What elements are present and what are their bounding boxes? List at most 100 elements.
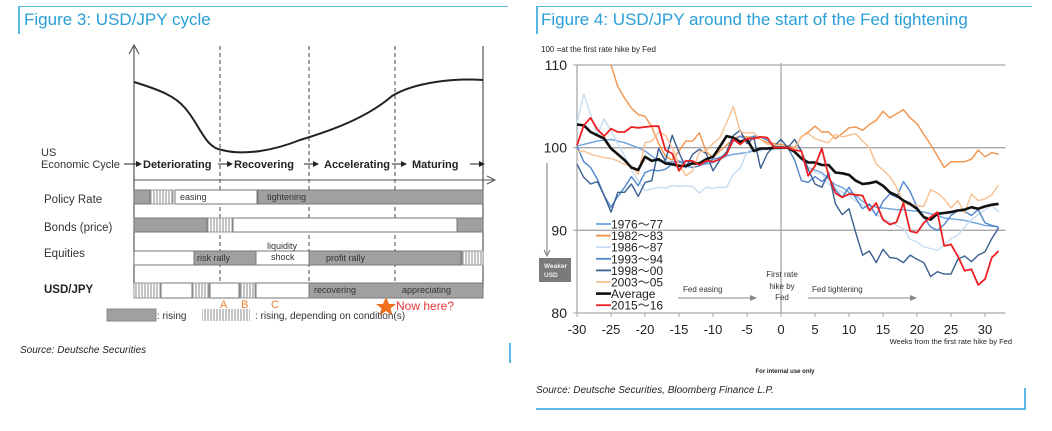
marker-a: A	[220, 299, 228, 311]
x-tick-label: 20	[910, 322, 924, 337]
diagram-x-axis-arrow	[486, 175, 497, 185]
equities-shock-label: shock	[271, 252, 295, 262]
policy-rate-hatched-bar	[150, 189, 174, 205]
legend-rising-swatch	[106, 308, 157, 322]
usdjpy-flat-bar-1	[160, 282, 193, 299]
figure3-title: Figure 3: USD/JPY cycle	[24, 10, 211, 29]
legend-label: 2003～05	[611, 276, 663, 290]
x-tick-label: -10	[704, 322, 723, 337]
equities-liquidity-label: liquidity	[267, 241, 298, 251]
legend-conditional-label: : rising, depending on condition(s)	[255, 311, 405, 322]
x-tick-label: -15	[670, 322, 689, 337]
x-tick-label: -30	[568, 322, 587, 337]
chart-base-note: 100 =at the first rate hike by Fed	[541, 45, 656, 54]
economic-cycle-label: Economic Cycle	[41, 159, 120, 171]
series-line-2015-16	[576, 117, 1000, 286]
usd-jpy-cycle-diagram: US Economic Cycle Deteriorating Recoveri…	[41, 43, 497, 322]
series-line-average	[576, 123, 999, 221]
legend-label: 2015～16	[611, 299, 663, 313]
bonds-hatched-bar	[207, 217, 233, 233]
legend-label: 1986～87	[611, 241, 663, 255]
fed-tightening-arrowhead-icon	[910, 295, 917, 301]
usdjpy-recovering-label: recovering	[314, 285, 356, 295]
x-tick-label: 15	[876, 322, 890, 337]
footer-note: For internal use only	[755, 369, 815, 375]
fed-tightening-label: Fed tightening	[812, 285, 863, 294]
first-hike-label-3: Fed	[775, 293, 789, 302]
now-here-star-icon	[376, 297, 396, 316]
fed-easing-arrowhead-icon	[750, 295, 757, 301]
y-tick-label: 100	[544, 140, 568, 156]
figure3-title-rule-left	[18, 6, 20, 34]
economic-cycle-label-us: US	[41, 147, 56, 159]
row-label-bonds: Bonds (price)	[44, 222, 113, 234]
policy-rate-rising-bar	[133, 189, 151, 205]
x-tick-label: 10	[842, 322, 856, 337]
usdjpy-hatched-bar-3	[239, 282, 256, 299]
equities-risk-rally-label: risk rally	[197, 253, 230, 263]
policy-rate-tightening-label: tightening	[267, 192, 306, 202]
policy-rate-easing-label: easing	[180, 192, 207, 202]
figure3-frame-right	[509, 343, 511, 363]
phase-maturing: Maturing	[412, 159, 458, 171]
weaker-usd-arrowhead-icon	[543, 249, 551, 258]
phase-recovering: Recovering	[234, 159, 294, 171]
x-tick-label: -25	[602, 322, 621, 337]
policy-rate-easing-bar	[174, 189, 258, 205]
row-label-usdjpy: USD/JPY	[44, 284, 94, 296]
usdjpy-recovering-bar	[308, 282, 484, 299]
phase-accelerating: Accelerating	[324, 159, 390, 171]
figure4-source: Source: Deutsche Securities, Bloomberg F…	[536, 385, 774, 396]
x-tick-label: 25	[944, 322, 958, 337]
usdjpy-hatched-bar-2	[192, 282, 210, 299]
figure4-frame-right	[1024, 388, 1026, 408]
marker-c: C	[271, 299, 279, 311]
legend-label: 1982～83	[611, 229, 663, 243]
series-line-2003-05	[576, 105, 1000, 214]
x-tick-label: -20	[636, 322, 655, 337]
equities-hatched-bar	[461, 250, 484, 266]
usdjpy-hatched-bar-1	[133, 282, 161, 299]
y-tick-label: 110	[545, 57, 568, 73]
legend-label: 1976～77	[611, 218, 663, 232]
weaker-usd-label-1: Weaker	[544, 263, 567, 270]
legend-rising-label: : rising	[157, 311, 186, 322]
legend-conditional-swatch	[202, 309, 250, 321]
usd-jpy-cycle-curve	[133, 78, 484, 154]
figure3-title-rule	[18, 6, 508, 7]
bonds-rising-bar	[133, 217, 208, 233]
legend-label: 1998～00	[611, 264, 663, 278]
legend-label: 1993～94	[611, 252, 663, 266]
equities-profit-rally-bar	[308, 250, 462, 266]
x-tick-label: 0	[777, 322, 784, 337]
fed-easing-label: Fed easing	[683, 285, 723, 294]
y-tick-label: 90	[551, 222, 567, 238]
first-hike-label-2: hike by	[769, 282, 794, 291]
equities-profit-rally-label: profit rally	[326, 253, 366, 263]
x-tick-label: 5	[811, 322, 818, 337]
figure4-title: Figure 4: USD/JPY around the start of th…	[541, 10, 968, 29]
bonds-rising-bar-late	[456, 217, 484, 233]
figure4-title-rule	[536, 6, 1032, 7]
x-tick-label: 30	[978, 322, 992, 337]
figure3-source: Source: Deutsche Securities	[20, 345, 147, 356]
usdjpy-appreciating-label: appreciating	[402, 285, 451, 295]
figure4-frame-bottom	[536, 408, 1026, 410]
policy-rate-tightening-bar	[257, 189, 484, 205]
x-axis-label: Weeks from the first rate hike by Fed	[890, 337, 1012, 346]
weaker-usd-label-2: USD	[544, 272, 558, 279]
y-tick-label: 80	[551, 305, 567, 321]
weaker-usd-badge	[539, 258, 571, 282]
row-label-equities: Equities	[44, 248, 85, 260]
phase-deteriorating: Deteriorating	[143, 159, 211, 171]
figure4-title-rule-left	[536, 6, 538, 34]
x-tick-label: -5	[741, 322, 753, 337]
diagram-y-axis-arrow	[128, 43, 140, 55]
legend-label: Average	[611, 287, 656, 301]
usdjpy-flat-bar-2	[209, 282, 240, 299]
first-hike-label-1: First rate	[766, 270, 798, 279]
now-here-label: Now here?	[396, 299, 454, 313]
row-label-policy-rate: Policy Rate	[44, 194, 102, 206]
marker-b: B	[241, 299, 248, 311]
